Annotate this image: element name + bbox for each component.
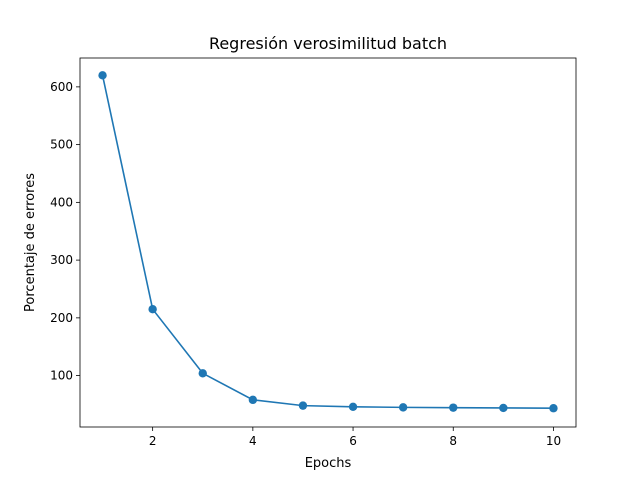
data-point [348, 402, 358, 411]
y-axis-label: Porcentaje de errores [23, 173, 38, 312]
chart-title: Regresión verosimilitud batch [209, 34, 447, 53]
data-point [398, 403, 408, 412]
x-tick-label: 6 [349, 434, 357, 448]
data-point [198, 369, 207, 378]
data-point [98, 71, 107, 80]
data-point [449, 403, 458, 412]
y-tick-label: 500 [50, 138, 73, 152]
x-tick-label: 2 [149, 434, 157, 448]
data-point [499, 403, 508, 413]
y-tick-label: 400 [50, 195, 73, 209]
y-tick-label: 600 [50, 80, 73, 94]
x-axis-label: Epochs [305, 456, 352, 471]
series-line [101, 75, 554, 410]
axes-frame [79, 57, 577, 428]
y-tick-label: 100 [50, 369, 73, 383]
data-point [549, 404, 558, 413]
plot-area [98, 71, 558, 413]
x-tick-label: 10 [546, 434, 561, 448]
y-tick-label: 200 [50, 311, 73, 325]
data-point [148, 304, 157, 314]
y-tick-label: 300 [50, 253, 73, 267]
x-tick-label: 8 [449, 434, 457, 448]
data-point [248, 395, 258, 405]
data-point [298, 401, 308, 410]
x-tick-label: 4 [249, 434, 257, 448]
